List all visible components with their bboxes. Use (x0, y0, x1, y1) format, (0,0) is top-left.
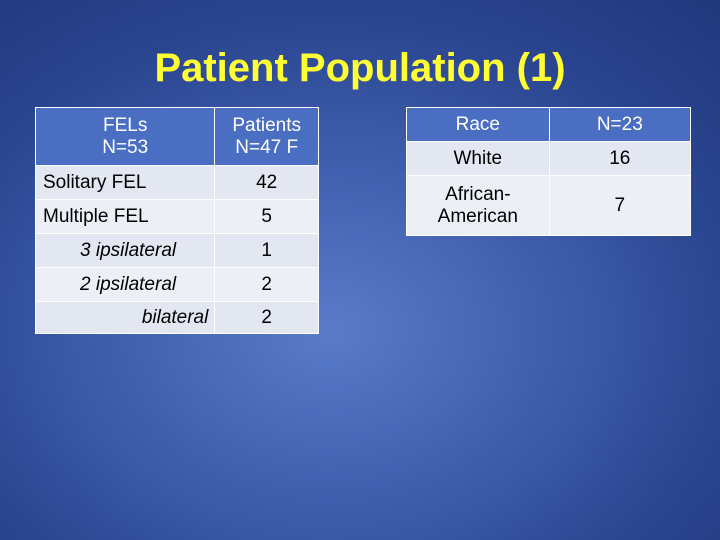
row-value: 2 (214, 301, 319, 334)
table-row: 2 ipsilateral 2 (34, 267, 319, 302)
row-label: Solitary FEL (34, 165, 216, 200)
row-value: 2 (214, 267, 319, 302)
row-label: White (406, 141, 550, 176)
fel-table: FELs N=53 Patients N=47 F Solitary FEL 4… (34, 107, 319, 334)
race-table: Race N=23 White 16 African- American 7 (406, 107, 692, 236)
row-label-line2: American (437, 205, 518, 227)
table-row: bilateral 2 (34, 301, 319, 334)
race-header-race: Race (406, 107, 550, 142)
row-value: 5 (214, 199, 319, 234)
row-value: 7 (548, 175, 692, 236)
fel-header-fels-line2: N=53 (102, 136, 149, 158)
row-value: 1 (214, 233, 319, 268)
row-label: 2 ipsilateral (34, 267, 216, 302)
table-row: White 16 (406, 141, 692, 176)
fel-table-header: FELs N=53 Patients N=47 F (34, 107, 319, 166)
row-value: 42 (214, 165, 319, 200)
row-value: 16 (548, 141, 692, 176)
row-label: African- American (406, 175, 550, 236)
row-label: Multiple FEL (34, 199, 216, 234)
table-row: Solitary FEL 42 (34, 165, 319, 200)
table-row: 3 ipsilateral 1 (34, 233, 319, 268)
slide-title: Patient Population (1) (154, 46, 566, 90)
fel-header-patients-line1: Patients (232, 114, 301, 136)
table-row: African- American 7 (406, 175, 692, 236)
table-row: Multiple FEL 5 (34, 199, 319, 234)
fel-header-patients: Patients N=47 F (214, 107, 319, 166)
race-header-n: N=23 (548, 107, 692, 142)
row-label: bilateral (34, 301, 216, 334)
fel-header-fels: FELs N=53 (34, 107, 216, 166)
row-label-line1: African- (445, 183, 511, 205)
fel-header-patients-line2: N=47 F (235, 136, 299, 158)
race-table-header: Race N=23 (406, 107, 692, 142)
fel-header-fels-line1: FELs (103, 114, 148, 136)
row-label: 3 ipsilateral (34, 233, 216, 268)
